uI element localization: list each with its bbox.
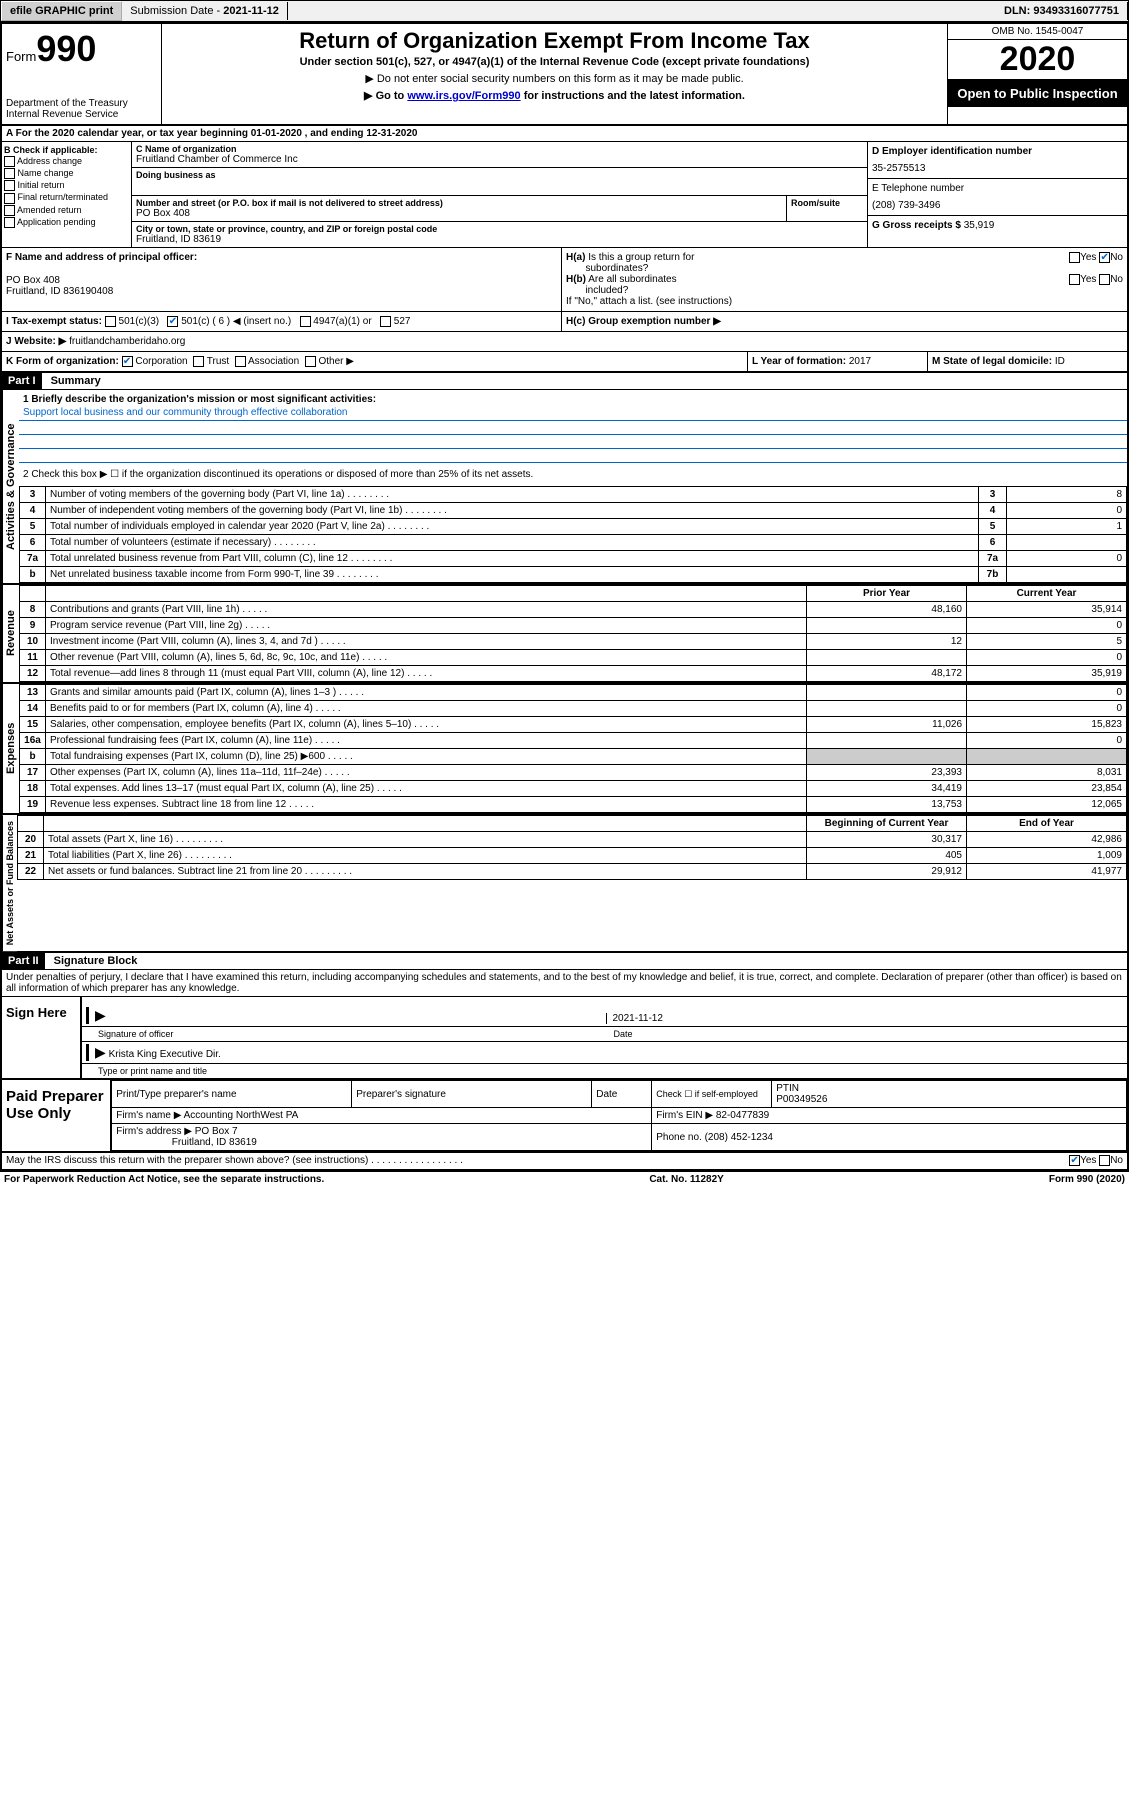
j-website-value: fruitlandchamberidaho.org [69,336,185,347]
side-expenses: Expenses [2,684,19,813]
addr-label: Number and street (or P.O. box if mail i… [136,198,782,208]
cb-527[interactable] [380,316,391,327]
c-name-value: Fruitland Chamber of Commerce Inc [136,154,863,165]
irs-label: Internal Revenue Service [6,109,157,120]
discuss-yes[interactable] [1069,1155,1080,1166]
j-website-label: J Website: ▶ [6,336,66,347]
c-name-label: C Name of organization [136,144,863,154]
cb-app-pending[interactable] [4,217,15,228]
hb-no[interactable] [1099,274,1110,285]
cb-initial-return[interactable] [4,180,15,191]
form-title: Return of Organization Exempt From Incom… [166,28,943,54]
g-receipts-value: 35,919 [964,220,995,231]
side-netassets: Net Assets or Fund Balances [2,815,17,951]
hc-label: H(c) Group exemption number ▶ [566,316,721,327]
footer: For Paperwork Reduction Act Notice, see … [0,1172,1129,1187]
sign-here-label: Sign Here [2,997,82,1078]
city-value: Fruitland, ID 83619 [136,234,863,245]
efile-print-button[interactable]: efile GRAPHIC print [1,1,122,21]
line2-discontinue: 2 Check this box ▶ ☐ if the organization… [19,463,1127,486]
cb-amended[interactable] [4,205,15,216]
part2-header: Part II [2,953,45,969]
room-label: Room/suite [791,198,863,208]
city-label: City or town, state or province, country… [136,224,863,234]
addr-value: PO Box 408 [136,208,782,219]
cb-501c3[interactable] [105,316,116,327]
e-phone-label: E Telephone number [872,183,964,194]
topbar: efile GRAPHIC print Submission Date - 20… [0,0,1129,22]
f-officer-label: F Name and address of principal officer: [6,252,197,263]
f-officer-addr2: Fruitland, ID 836190408 [6,286,557,297]
cb-name-change[interactable] [4,168,15,179]
preparer-table: Print/Type preparer's name Preparer's si… [111,1080,1127,1151]
form-subtitle: Under section 501(c), 527, or 4947(a)(1)… [166,56,943,68]
mission-text: Support local business and our community… [19,405,1127,421]
cb-assoc[interactable] [235,356,246,367]
netassets-table: Beginning of Current YearEnd of Year 20T… [17,815,1127,880]
cb-501c[interactable] [167,316,178,327]
open-inspection: Open to Public Inspection [948,80,1127,107]
preparer-label: Paid Preparer Use Only [2,1080,111,1151]
goto-note: ▶ Go to www.irs.gov/Form990 for instruct… [166,89,943,102]
ha-no[interactable] [1099,252,1110,263]
governance-table: 3Number of voting members of the governi… [19,486,1127,583]
part2-title: Signature Block [48,953,144,969]
cb-other[interactable] [305,356,316,367]
dept-label: Department of the Treasury [6,98,157,109]
d-ein-value: 35-2575513 [872,163,1123,174]
section-b-checkboxes: B Check if applicable: Address change Na… [2,142,132,247]
side-governance: Activities & Governance [2,390,19,583]
cb-trust[interactable] [193,356,204,367]
dba-label: Doing business as [136,170,863,180]
ha-yes[interactable] [1069,252,1080,263]
declaration-text: Under penalties of perjury, I declare th… [2,970,1127,997]
cb-address-change[interactable] [4,156,15,167]
d-ein-label: D Employer identification number [872,146,1032,157]
dln-cell: DLN: 93493316077751 [996,2,1128,20]
form-990: Form990 Department of the Treasury Inter… [0,22,1129,1172]
part1-header: Part I [2,373,42,389]
expenses-table: 13Grants and similar amounts paid (Part … [19,684,1127,813]
irs-link[interactable]: www.irs.gov/Form990 [407,90,520,102]
side-revenue: Revenue [2,585,19,682]
discuss-no[interactable] [1099,1155,1110,1166]
row-a-tax-year: A For the 2020 calendar year, or tax yea… [2,126,1127,142]
cb-4947[interactable] [300,316,311,327]
tax-year: 2020 [948,40,1127,80]
part1-title: Summary [45,373,107,389]
omb-number: OMB No. 1545-0047 [948,24,1127,40]
hb-yes[interactable] [1069,274,1080,285]
submission-date-cell: Submission Date - 2021-11-12 [122,2,288,20]
cb-corp[interactable] [122,356,133,367]
g-receipts-label: G Gross receipts $ [872,220,964,231]
form-number: Form990 [6,28,157,70]
f-officer-addr1: PO Box 408 [6,275,557,286]
hb-note: If "No," attach a list. (see instruction… [566,296,1123,307]
revenue-table: Prior YearCurrent Year 8Contributions an… [19,585,1127,682]
cb-final-return[interactable] [4,193,15,204]
e-phone-value: (208) 739-3496 [872,200,1123,211]
ssn-note: ▶ Do not enter social security numbers o… [166,72,943,85]
